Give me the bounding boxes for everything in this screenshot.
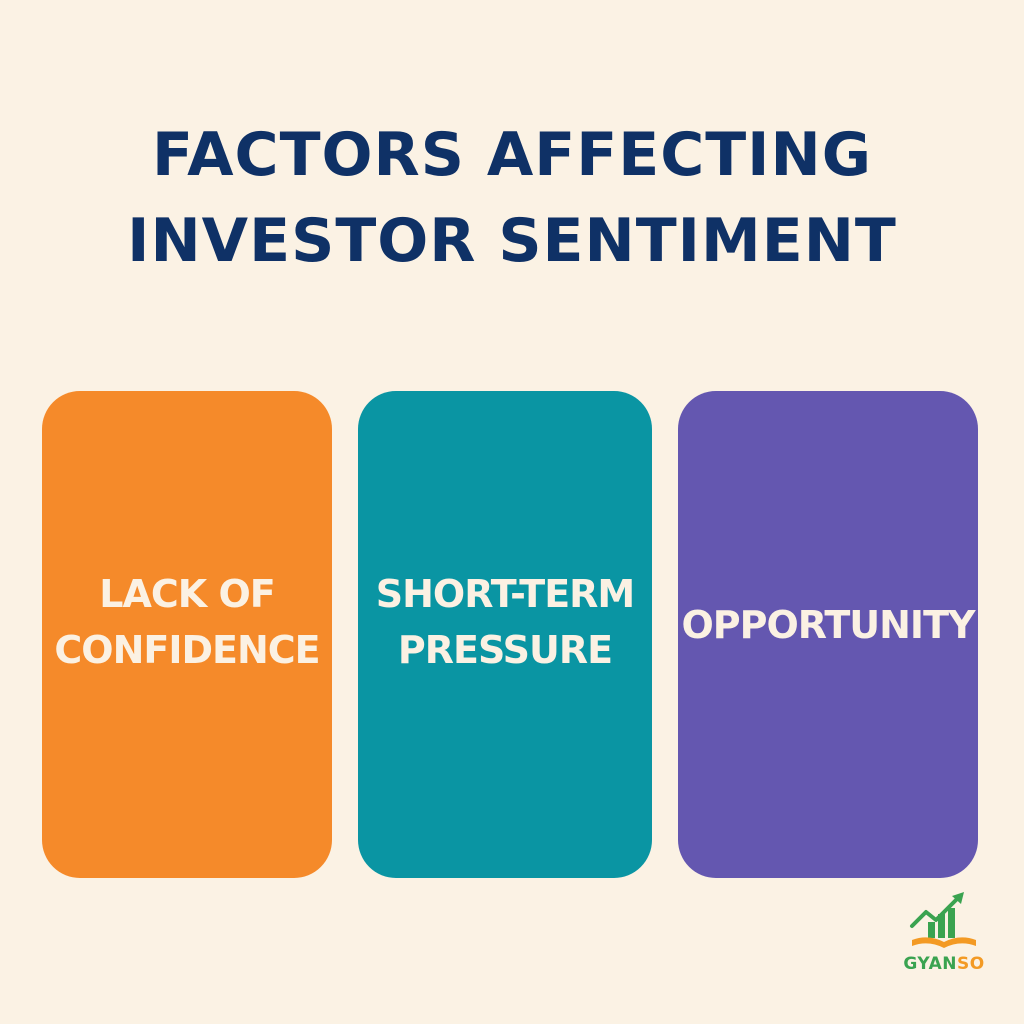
logo-text-so: SO (956, 954, 985, 974)
card-label-line-2: CONFIDENCE (54, 627, 320, 672)
page-title: FACTORS AFFECTING INVESTOR SENTIMENT (0, 112, 1024, 284)
card-lack-of-confidence: LACK OF CONFIDENCE (42, 391, 332, 878)
card-opportunity: OPPORTUNITY (678, 391, 978, 878)
card-label: LACK OF CONFIDENCE (54, 566, 320, 678)
growth-chart-book-icon (910, 892, 976, 948)
gyanso-logo: GYANSO (896, 890, 992, 980)
logo-text: GYANSO (896, 954, 992, 974)
card-label-line-1: SHORT-TERM (375, 571, 636, 616)
card-label-line-2: PRESSURE (397, 627, 613, 672)
card-label-line-1: LACK OF (99, 571, 275, 616)
card-short-term-pressure: SHORT-TERM PRESSURE (358, 391, 652, 878)
card-label: SHORT-TERM PRESSURE (375, 566, 636, 678)
card-label: OPPORTUNITY (681, 597, 975, 653)
title-line-1: FACTORS AFFECTING (152, 120, 872, 190)
logo-text-gyan: GYAN (903, 954, 957, 974)
card-label-line-1: OPPORTUNITY (681, 602, 975, 647)
title-line-2: INVESTOR SENTIMENT (127, 206, 897, 276)
